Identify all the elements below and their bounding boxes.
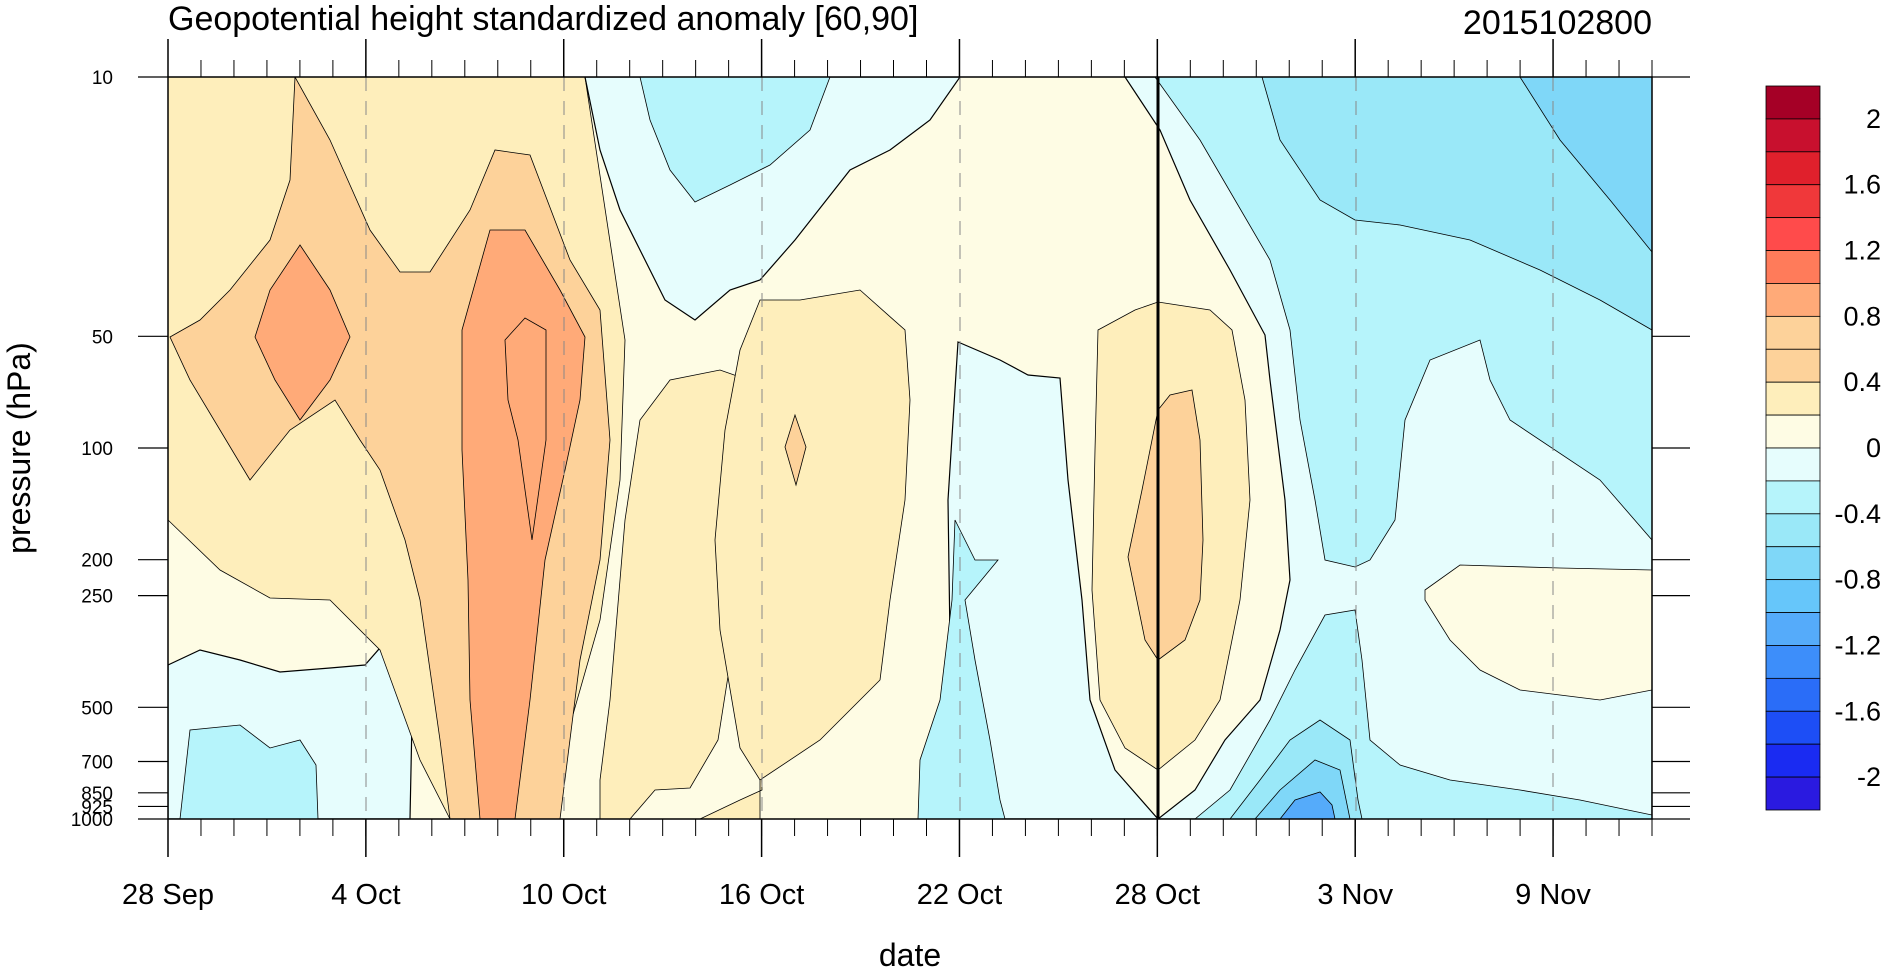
colorbar-swatch xyxy=(1765,250,1821,284)
x-tick-label: 16 Oct xyxy=(719,879,804,911)
y-tick-label: 100 xyxy=(81,439,113,460)
colorbar-swatch xyxy=(1765,118,1821,153)
y-tick-label: 925 xyxy=(81,797,113,818)
region-late-oct-negative-inner xyxy=(917,519,1006,819)
x-tick-label: 10 Oct xyxy=(521,879,606,911)
x-axis-label: date xyxy=(879,937,941,969)
colorbar-label: -0.8 xyxy=(1834,565,1881,595)
y-tick-label: 1000 xyxy=(71,810,113,831)
x-tick-label: 28 Oct xyxy=(1115,879,1200,911)
region-mid-oct-positive-core xyxy=(784,413,807,487)
colorbar-swatch xyxy=(1765,546,1821,581)
colorbar-label: -1.2 xyxy=(1834,630,1881,660)
colorbar-label: 0.4 xyxy=(1843,367,1881,397)
region-oct-28-positive-inner xyxy=(1127,389,1204,661)
x-tick-label: 22 Oct xyxy=(917,879,1002,911)
colorbar-swatch xyxy=(1765,315,1821,350)
colorbar-label: 1.2 xyxy=(1843,236,1881,266)
dashed-date-lines xyxy=(365,77,1554,819)
region-lower-left-negative-inner xyxy=(179,724,319,819)
x-tick-label: 28 Sep xyxy=(122,879,214,911)
colorbar-swatch xyxy=(1765,776,1821,811)
y-tick-label: 850 xyxy=(81,784,113,805)
region-november-negative-3 xyxy=(1261,77,1652,331)
colorbar-swatch xyxy=(1765,677,1821,712)
colorbar-swatch xyxy=(1765,217,1821,251)
colorbar-swatch xyxy=(1765,184,1821,219)
colorbar-label: 0.8 xyxy=(1843,301,1881,331)
colorbar-label: -0.4 xyxy=(1834,499,1881,529)
colorbar-swatch xyxy=(1765,283,1821,317)
colorbar-swatch xyxy=(1765,743,1821,778)
region-mid-oct-positive-body xyxy=(714,289,911,781)
y-tick-label: 200 xyxy=(81,551,113,572)
x-tick-label: 4 Oct xyxy=(331,879,400,911)
x-tick-label: 3 Nov xyxy=(1317,879,1393,911)
y-tick-label: 250 xyxy=(81,587,113,608)
region-early-oct-core-1 xyxy=(254,244,351,421)
colorbar-swatch xyxy=(1765,579,1821,613)
y-tick-label: 700 xyxy=(81,753,113,774)
colorbar-swatch xyxy=(1765,612,1821,646)
colorbar-label: 2 xyxy=(1866,104,1881,134)
colorbar-swatch xyxy=(1765,151,1821,186)
region-early-oct-core-2 xyxy=(461,229,586,819)
colorbar: 2 1.6 1.2 0.8 0.4 0 -0.4 -0.8 -1.2 -1.6 -2 xyxy=(1765,85,1881,811)
y-tick-label: 50 xyxy=(92,327,113,348)
x-tick-label: 9 Nov xyxy=(1515,879,1591,911)
y-axis-label: pressure (hPa) xyxy=(1,342,37,554)
colorbar-swatch xyxy=(1765,381,1821,416)
y-tick-label: 500 xyxy=(81,698,113,719)
colorbar-swatch xyxy=(1765,414,1821,449)
plot-area xyxy=(168,77,1652,819)
region-early-oct-core-3 xyxy=(504,317,547,541)
x-axis-ticks: 28 Sep 4 Oct 10 Oct 16 Oct 22 Oct 28 Oct 3 Nov… xyxy=(122,39,1653,911)
region-mid-oct-negative-top-inner xyxy=(639,77,831,203)
colorbar-swatch xyxy=(1765,447,1821,482)
colorbar-swatch xyxy=(1765,710,1821,745)
chart-title: Geopotential height standardized anomaly… xyxy=(168,0,918,38)
y-tick-label: 10 xyxy=(92,68,113,89)
colorbar-label: -2 xyxy=(1857,762,1881,792)
colorbar-label: -1.6 xyxy=(1834,696,1881,726)
colorbar-swatch xyxy=(1765,480,1821,515)
colorbar-swatch xyxy=(1765,348,1821,383)
chart-right-title: 2015102800 xyxy=(1463,4,1652,42)
colorbar-swatch xyxy=(1765,85,1821,120)
region-november-lower-negative-4 xyxy=(1279,791,1336,819)
colorbar-label: 1.6 xyxy=(1843,170,1881,200)
region-november-positive-mid xyxy=(1424,564,1652,701)
colorbar-swatch xyxy=(1765,513,1821,548)
colorbar-swatch xyxy=(1765,645,1821,679)
colorbar-label: 0 xyxy=(1866,433,1881,463)
